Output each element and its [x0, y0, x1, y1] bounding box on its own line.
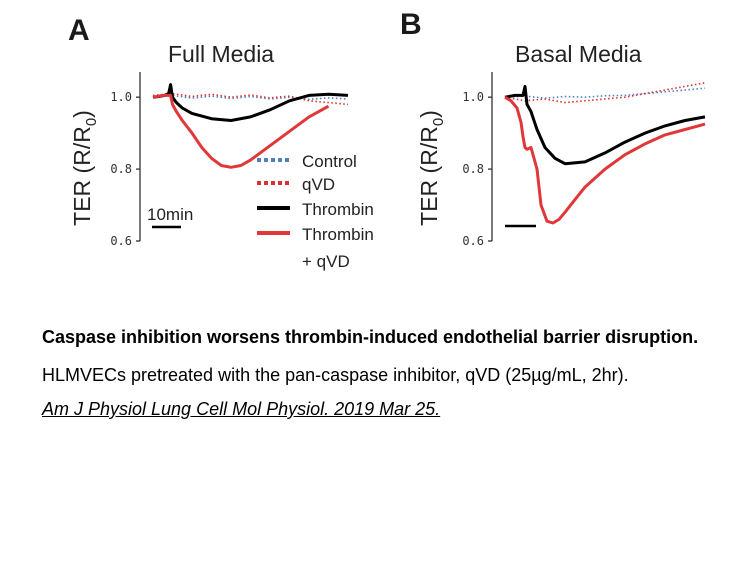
series-line-thrombin [504, 84, 706, 166]
y-tick-label: 1.0 [110, 90, 132, 104]
y-tick-label: 1.0 [462, 90, 484, 104]
y-tick-label: 0.6 [110, 234, 132, 248]
series-line-control [504, 87, 706, 99]
series-group [504, 82, 706, 225]
panel-label: B [400, 8, 422, 41]
chart-title: Full Media [168, 41, 274, 67]
figure-caption: Caspase inhibition worsens thrombin-indu… [42, 318, 747, 421]
legend: Control qVD Thrombin Thrombin + qVD [257, 152, 374, 271]
y-ticks: 1.0 0.8 0.6 [462, 90, 492, 248]
series-line-qvd [504, 82, 706, 104]
y-axis-label-main: TER (R/R [416, 126, 442, 226]
legend-label-thrombin-qvd: Thrombin [302, 225, 374, 244]
y-axis-label-close: ) [416, 110, 442, 118]
y-axis-label-main: TER (R/R [69, 126, 95, 226]
y-axis-label-close: ) [69, 110, 95, 118]
caption-description: HLMVECs pretreated with the pan-caspase … [42, 365, 629, 385]
y-axis-label: TER (R/R0) [69, 110, 100, 226]
y-tick-label: 0.6 [462, 234, 484, 248]
legend-label-thrombin-qvd-line2: + qVD [302, 252, 350, 271]
legend-label-qvd: qVD [302, 175, 335, 194]
series-line-thrombin-qvd [152, 93, 330, 169]
y-axis-label-sub: 0 [430, 118, 447, 126]
caption-title: Caspase inhibition worsens thrombin-indu… [42, 327, 699, 347]
legend-label-thrombin: Thrombin [302, 200, 374, 219]
y-ticks: 1.0 0.8 0.6 [110, 90, 140, 248]
series-group [152, 83, 349, 169]
y-axis-label: TER (R/R0) [416, 110, 447, 226]
y-axis-label-sub: 0 [83, 118, 100, 126]
series-line-thrombin-qvd [504, 95, 706, 225]
series-line-control [152, 94, 349, 101]
series-line-qvd [152, 92, 349, 106]
legend-label-control: Control [302, 152, 357, 171]
series-line-thrombin [152, 83, 349, 122]
panel-a: A Full Media TER (R/R0) 1.00.80.6 10min … [68, 14, 374, 271]
panel-b: B Basal Media TER (R/R0) 1.0 0.8 0.6 [400, 8, 706, 248]
figure: A Full Media TER (R/R0) 1.00.80.6 10min … [68, 8, 706, 271]
panel-label: A [68, 14, 90, 47]
chart-title: Basal Media [515, 41, 642, 67]
y-tick-label: 0.8 [462, 162, 484, 176]
caption-citation[interactable]: Am J Physiol Lung Cell Mol Physiol. 2019… [42, 399, 441, 419]
y-tick-label: 0.8 [110, 162, 132, 176]
scale-bar-label: 10min [147, 205, 193, 224]
